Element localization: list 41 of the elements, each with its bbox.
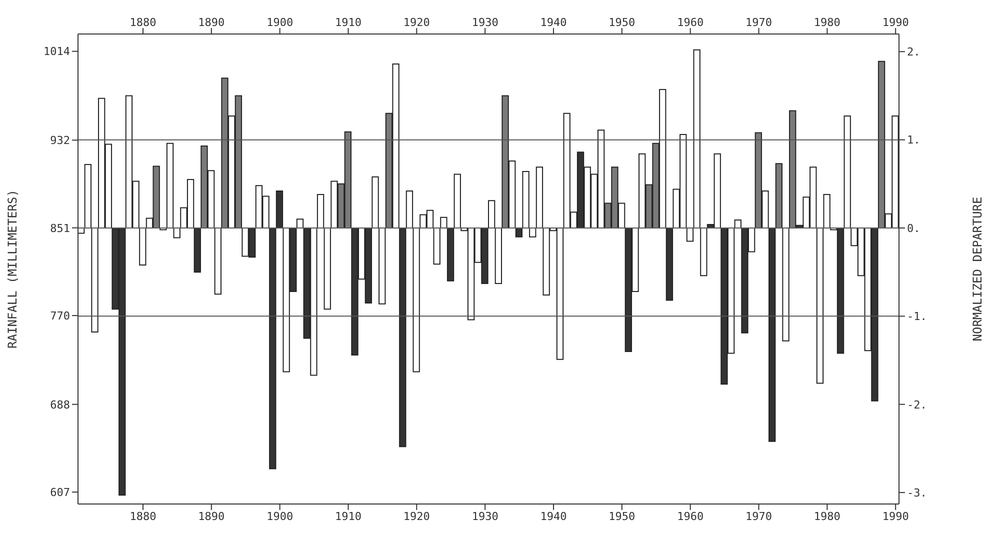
x-tick-label: 1880 [130, 16, 156, 29]
y2-tick-label: -1. [907, 310, 927, 324]
x2-tick-label: 1900 [266, 510, 294, 523]
y-tick-label: 1014 [44, 45, 70, 58]
x2-tick-label: 1990 [882, 510, 909, 523]
x-tick-label: 1950 [608, 16, 636, 29]
x-tick-label: 1980 [814, 16, 840, 29]
x2-tick-label: 1970 [745, 510, 772, 523]
y-tick-label: 851 [50, 222, 70, 235]
x-tick-label: 1910 [334, 16, 362, 29]
x2-tick-label: 1950 [608, 510, 636, 523]
y2-tick-label: 2. [907, 46, 920, 59]
x-tick-label: 1920 [403, 16, 430, 29]
bar [276, 190, 284, 228]
bar [296, 218, 304, 228]
y2-tick-label: 1. [907, 134, 920, 147]
x2-tick-label: 1880 [130, 510, 156, 523]
x2-tick-label: 1960 [677, 510, 704, 523]
x2-tick-label: 1930 [472, 510, 498, 523]
x-tick-label: 1930 [472, 16, 498, 29]
y2-axis-title: NORMALIZED DEPARTURE [970, 196, 984, 342]
x-tick-label: 1890 [198, 16, 225, 29]
x2-tick-label: 1910 [334, 510, 362, 523]
x-tick-label: 1990 [882, 16, 909, 29]
y2-tick-label: -2. [907, 398, 927, 412]
y2-tick-label: -3. [907, 486, 927, 500]
y-tick-label: 607 [50, 486, 70, 499]
bar [686, 227, 694, 242]
x2-tick-label: 1920 [403, 510, 430, 523]
x2-tick-label: 1980 [814, 510, 840, 523]
y-tick-label: 932 [50, 134, 70, 148]
x-tick-label: 1940 [540, 16, 567, 29]
x-tick-label: 1960 [677, 16, 704, 29]
y-tick-label: 770 [50, 309, 70, 322]
x2-tick-label: 1940 [540, 510, 567, 523]
y2-tick-label: 0. [907, 222, 920, 235]
x-tick-label: 1900 [266, 16, 294, 29]
y-tick-label: 688 [50, 398, 70, 412]
x2-tick-label: 1890 [198, 510, 225, 523]
x-tick-label: 1970 [745, 16, 772, 29]
y-axis-title: RAINFALL (MILLIMETERS) [5, 190, 20, 348]
